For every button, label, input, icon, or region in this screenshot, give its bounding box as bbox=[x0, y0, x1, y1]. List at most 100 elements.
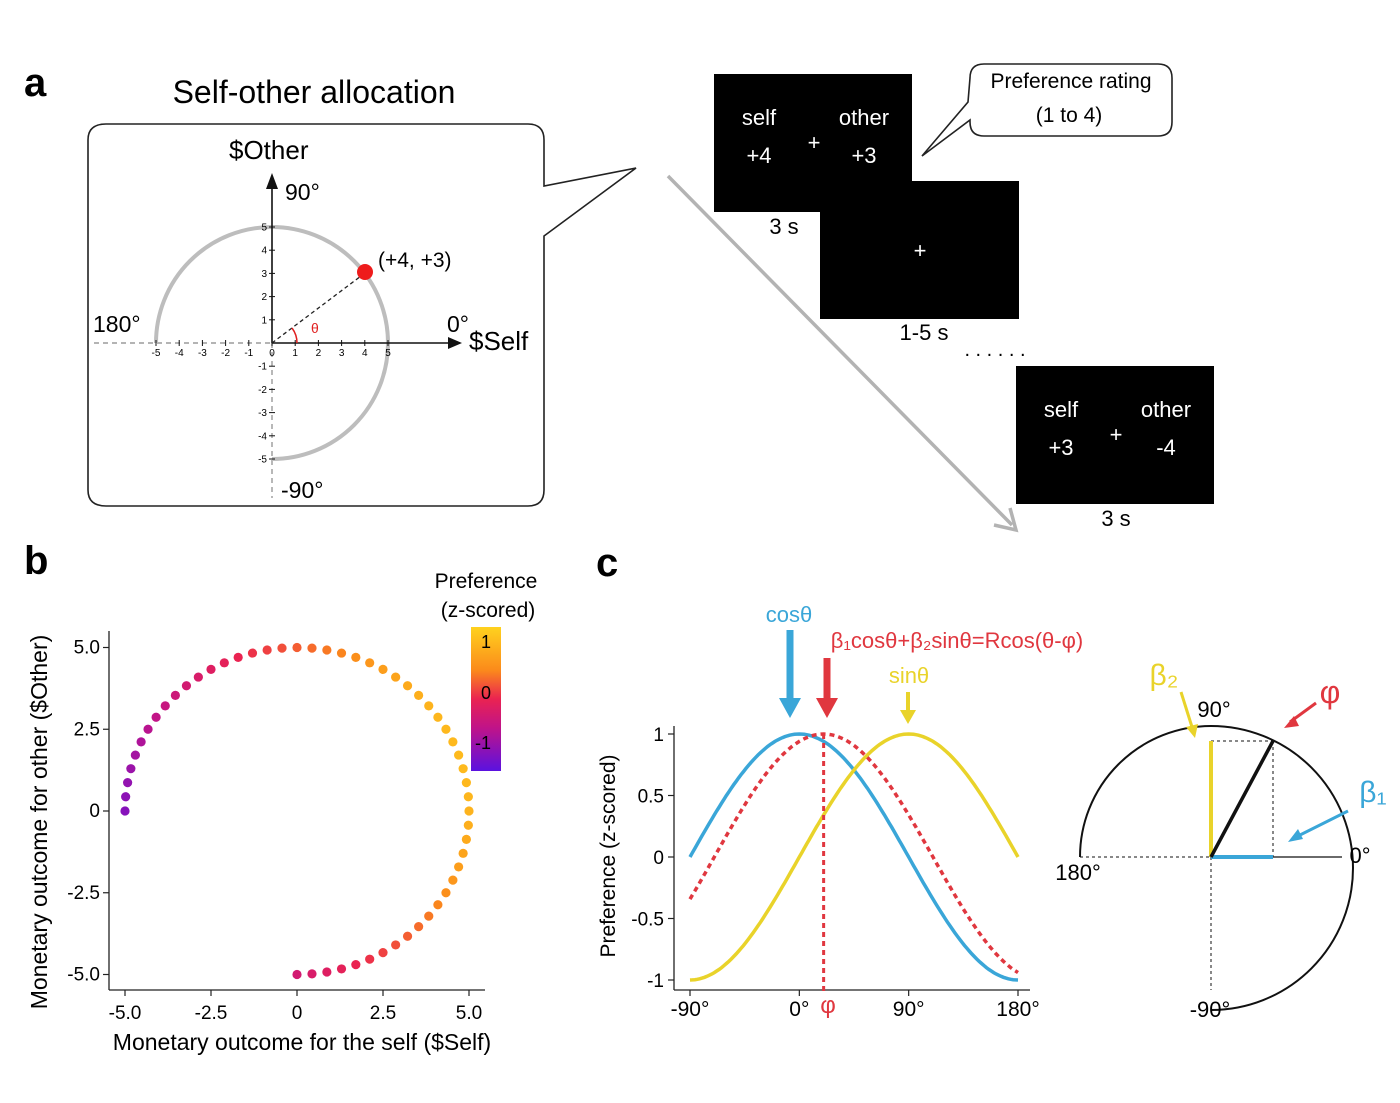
scatter-point bbox=[121, 792, 131, 802]
panel-b: b -5.0 -2.5 0 2.5 5.0 5.0 2.5 0 -2.5 -5.0 Monetar… bbox=[24, 539, 537, 1055]
scatter-point bbox=[402, 931, 413, 941]
panel-c-x-tick-label: 90° bbox=[893, 998, 925, 1021]
scatter-point bbox=[307, 969, 317, 979]
trial1-self-value: +4 bbox=[746, 143, 771, 168]
trial2-self-value: +3 bbox=[1048, 435, 1073, 460]
other-axis-tick-label: 5 bbox=[261, 223, 267, 234]
example-vector bbox=[271, 272, 366, 344]
trial2-fixation: + bbox=[1110, 422, 1123, 447]
iti-screen bbox=[820, 181, 1019, 319]
time-arrow-head bbox=[993, 507, 1019, 533]
self-axis-tick-label: 3 bbox=[339, 348, 345, 359]
self-axis-tick-label: 4 bbox=[362, 348, 368, 359]
scatter-point bbox=[206, 664, 216, 675]
rating-line-1: Preference rating bbox=[990, 70, 1151, 93]
other-axis-ticks: 5 4 3 2 1 -1 -2 -3 -4 -5 bbox=[258, 223, 275, 466]
trial-screen-2 bbox=[1016, 366, 1214, 504]
colorbar-title-2: (z-scored) bbox=[441, 599, 536, 622]
scatter-point bbox=[454, 862, 464, 872]
panel-b-y-tick-label: 5.0 bbox=[74, 638, 100, 659]
panel-c-letter: c bbox=[596, 541, 618, 585]
scatter-point bbox=[143, 724, 153, 734]
panel-b-x-tick-label: 2.5 bbox=[370, 1003, 396, 1024]
scatter-point bbox=[351, 652, 361, 662]
panel-b-y-tick-label: -2.5 bbox=[67, 883, 100, 904]
cos-arrowhead bbox=[779, 698, 801, 718]
panel-b-ylabel: Monetary outcome for other ($Other) bbox=[26, 635, 52, 1010]
unit-semicircle bbox=[1079, 724, 1354, 1011]
theta-label: θ bbox=[311, 320, 319, 336]
panel-c-x-tick-label: 180° bbox=[996, 998, 1039, 1021]
sin-label: sinθ bbox=[889, 663, 929, 688]
panel-b-y-tick-label: 2.5 bbox=[74, 719, 100, 740]
scatter-point bbox=[463, 820, 473, 830]
trial2-other-label: other bbox=[1141, 397, 1191, 422]
other-axis-tick-label: -3 bbox=[258, 408, 267, 419]
scatter-point bbox=[351, 960, 361, 970]
time-arrow bbox=[666, 174, 1014, 527]
self-axis-tick-label: -5 bbox=[152, 348, 161, 359]
colorbar bbox=[471, 627, 501, 771]
other-axis-tick-label: -2 bbox=[258, 385, 267, 396]
panel-c-x-tick-label: 0° bbox=[789, 998, 809, 1021]
angle-neg90-label: -90° bbox=[281, 477, 323, 503]
phi-arrowhead bbox=[816, 698, 838, 718]
self-axis-tick-label: 0 bbox=[269, 348, 275, 359]
trial1-duration: 3 s bbox=[769, 214, 798, 239]
other-axis-label: $Other bbox=[229, 135, 309, 165]
rating-line-2: (1 to 4) bbox=[1036, 104, 1103, 127]
ellipsis: . . . . . . bbox=[964, 339, 1025, 361]
self-axis-label: $Self bbox=[469, 326, 529, 356]
scatter-point bbox=[181, 681, 192, 691]
scatter-point bbox=[441, 724, 451, 734]
resultant-vector bbox=[1209, 740, 1275, 858]
panel-b-x-tick-label: -2.5 bbox=[195, 1003, 228, 1024]
beta2-arrow bbox=[1179, 691, 1194, 728]
phi-circle-arrowhead bbox=[1284, 716, 1299, 728]
scatter-point bbox=[365, 954, 375, 964]
scatter-point bbox=[233, 652, 243, 662]
scatter-point bbox=[414, 922, 424, 932]
angle-90-label: 90° bbox=[285, 179, 320, 205]
theta-arc bbox=[291, 327, 298, 344]
scatter-point bbox=[219, 658, 229, 668]
panel-b-x-tick-label: -5.0 bbox=[109, 1003, 142, 1024]
scatter-point bbox=[170, 690, 180, 700]
scatter-point bbox=[193, 672, 203, 682]
phi-axis-label: φ bbox=[820, 992, 836, 1019]
panel-c-y-tick-label: 1 bbox=[653, 725, 664, 746]
scatter-point bbox=[424, 701, 434, 711]
self-axis-arrowhead bbox=[448, 337, 462, 349]
panel-c-ticks: -90° 0° 90° 180° 1 0.5 0 -0.5 -1 bbox=[631, 725, 1039, 1021]
self-axis-tick-label: 5 bbox=[385, 348, 391, 359]
panel-b-xlabel: Monetary outcome for the self ($Self) bbox=[113, 1029, 491, 1055]
panel-b-ticks: -5.0 -2.5 0 2.5 5.0 5.0 2.5 0 -2.5 -5.0 bbox=[67, 638, 482, 1025]
example-point-label: (+4, +3) bbox=[378, 249, 452, 272]
scatter-point bbox=[402, 681, 413, 691]
circle-neg90-label: -90° bbox=[1190, 997, 1231, 1022]
rating-bubble bbox=[921, 63, 1173, 157]
self-axis-tick-label: -3 bbox=[198, 348, 207, 359]
scatter-point bbox=[322, 967, 332, 977]
circle-180-label: 180° bbox=[1055, 860, 1101, 885]
other-axis-tick-label: -4 bbox=[258, 431, 267, 442]
other-axis-tick-label: 4 bbox=[261, 246, 267, 257]
circle-90-label: 90° bbox=[1197, 697, 1230, 722]
scatter-point bbox=[307, 643, 317, 653]
preference-ylabel: Preference (z-scored) bbox=[597, 754, 620, 957]
scatter-point bbox=[365, 658, 375, 668]
scatter-point bbox=[391, 940, 401, 950]
self-axis-tick-label: -4 bbox=[175, 348, 184, 359]
phi-circle-label: φ bbox=[1320, 674, 1341, 710]
other-axis-tick-label: -1 bbox=[258, 362, 267, 373]
scatter-point bbox=[448, 875, 458, 885]
other-axis-tick-label: -5 bbox=[258, 455, 267, 466]
scatter-point bbox=[433, 712, 443, 722]
beta1-arrowhead bbox=[1288, 829, 1303, 842]
scatter-point bbox=[126, 764, 136, 774]
self-axis-tick-label: -2 bbox=[221, 348, 230, 359]
scatter-point bbox=[378, 664, 388, 675]
self-axis-tick-label: 2 bbox=[316, 348, 322, 359]
scatter-point bbox=[441, 888, 451, 898]
